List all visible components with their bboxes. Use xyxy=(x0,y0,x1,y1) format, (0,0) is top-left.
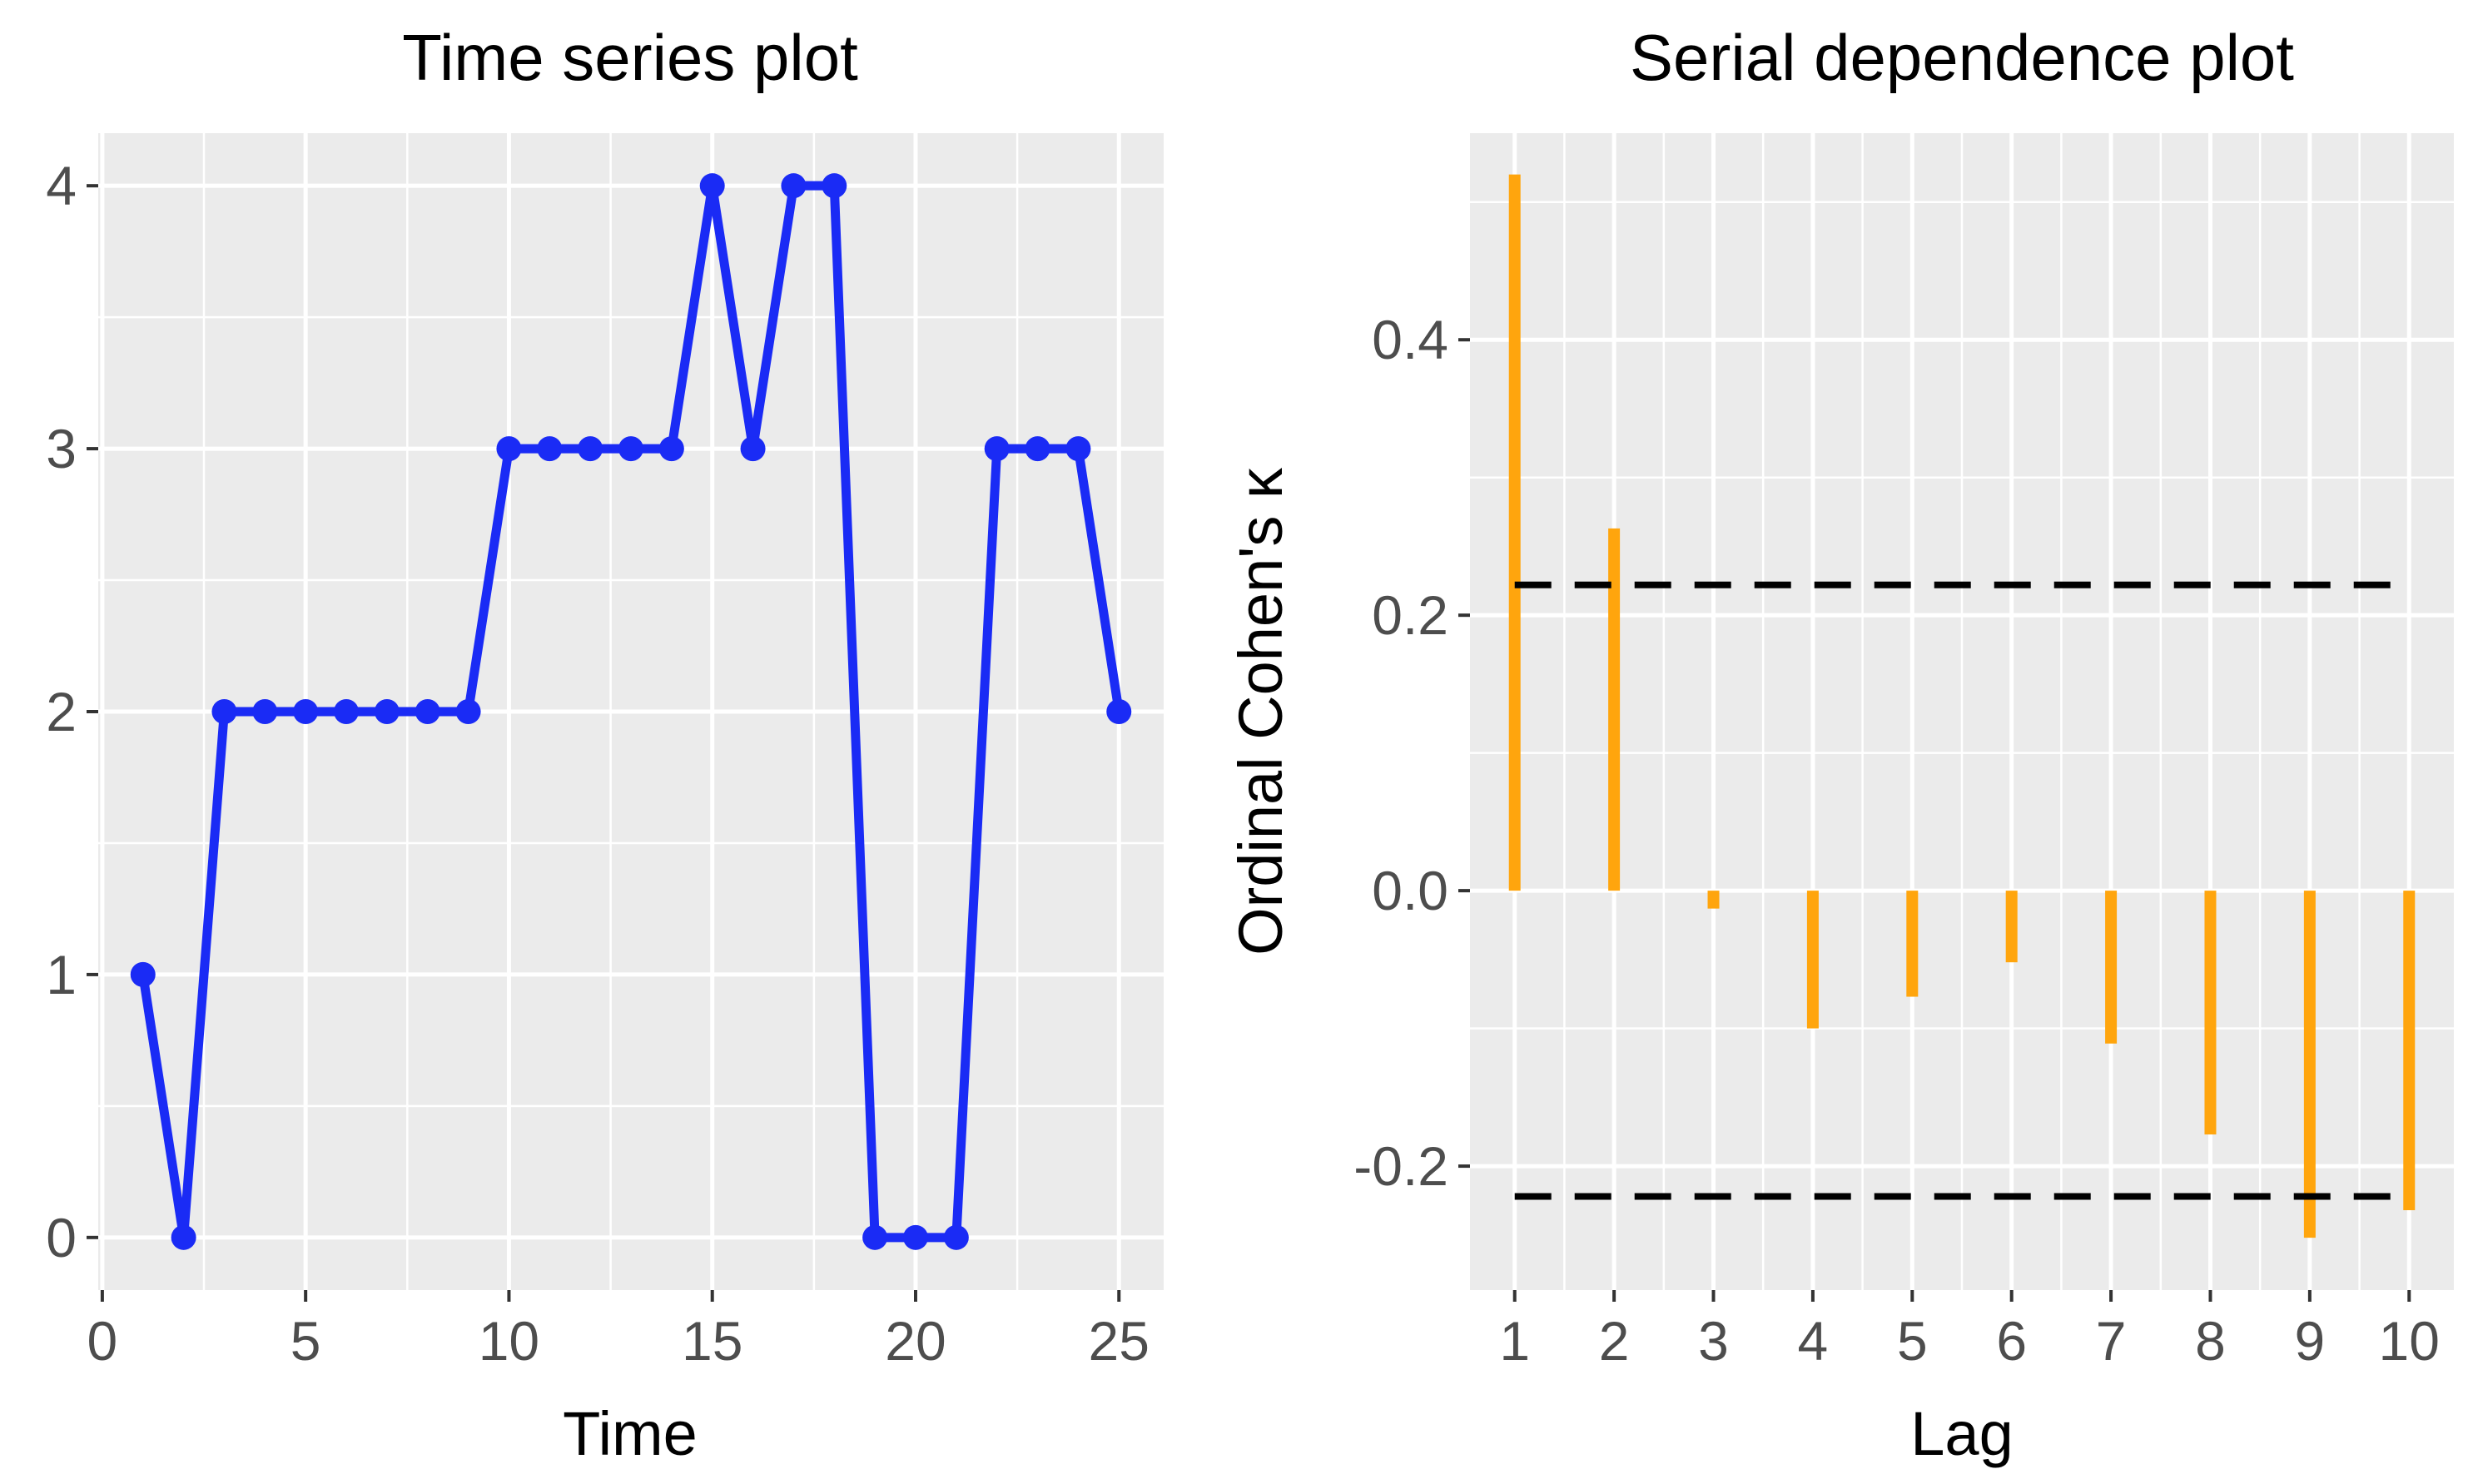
sd-bar xyxy=(2105,891,2118,1044)
sd-y-tick-label: 0.0 xyxy=(1372,860,1448,921)
sd-x-tick-label: 10 xyxy=(2379,1310,2440,1372)
ts-x-tick-label: 5 xyxy=(290,1310,321,1372)
ts-point xyxy=(374,699,400,724)
ts-x-tick-label: 25 xyxy=(1089,1310,1150,1372)
ts-point xyxy=(902,1224,928,1250)
ts-point xyxy=(984,436,1010,462)
ts-y-tick-label: 2 xyxy=(46,681,77,742)
sd-x-tick-label: 1 xyxy=(1499,1310,1530,1372)
ts-point xyxy=(334,699,360,724)
ts-point xyxy=(943,1224,969,1250)
ts-point xyxy=(578,436,603,462)
sd-x-tick-label: 2 xyxy=(1599,1310,1630,1372)
sd-bar xyxy=(1608,528,1621,891)
sd-bar xyxy=(2005,891,2018,963)
ts-point xyxy=(537,436,563,462)
ts-point xyxy=(1106,699,1132,724)
ts-point xyxy=(415,699,440,724)
sd-x-tick-label: 4 xyxy=(1798,1310,1829,1372)
ts-point xyxy=(171,1224,196,1250)
ts-point xyxy=(293,699,319,724)
ts-point xyxy=(455,699,481,724)
sd-x-tick-label: 5 xyxy=(1897,1310,1928,1372)
ts-point xyxy=(781,173,807,199)
sd-x-tick-label: 8 xyxy=(2195,1310,2226,1372)
ts-point xyxy=(862,1224,888,1250)
sd-bar xyxy=(1508,174,1521,891)
ts-point xyxy=(658,436,684,462)
ts-x-tick-label: 0 xyxy=(87,1310,118,1372)
sd-bar xyxy=(2303,891,2316,1238)
ts-y-tick-label: 3 xyxy=(46,418,77,479)
ts-y-tick-label: 4 xyxy=(46,155,77,216)
ts-point xyxy=(740,436,766,462)
time-series-marks xyxy=(130,173,1132,1250)
sd-x-tick-label: 3 xyxy=(1698,1310,1729,1372)
ts-x-tick-label: 20 xyxy=(885,1310,946,1372)
serial-dependence-x-axis: 1 2 3 4 5 6 7 8 9 10 xyxy=(1499,1290,2440,1372)
sd-x-tick-label: 6 xyxy=(1996,1310,2027,1372)
sd-y-tick-label: 0.2 xyxy=(1372,584,1448,646)
ts-x-tick-label: 15 xyxy=(682,1310,742,1372)
ts-y-tick-label: 0 xyxy=(46,1207,77,1268)
sd-y-tick-label: 0.4 xyxy=(1372,309,1448,370)
time-series-x-label: Time xyxy=(563,1399,698,1468)
sd-bar xyxy=(2204,891,2217,1135)
ts-point xyxy=(699,173,725,199)
ts-point xyxy=(496,436,522,462)
serial-dependence-y-axis: -0.2 0.0 0.2 0.4 xyxy=(1353,309,1470,1197)
serial-dependence-title: Serial dependence plot xyxy=(1630,21,2294,94)
ts-point xyxy=(252,699,278,724)
ts-point xyxy=(1065,436,1091,462)
serial-dependence-y-label: Ordinal Cohen's κ xyxy=(1226,467,1295,955)
serial-dependence-marks xyxy=(1508,174,2416,1238)
sd-x-tick-label: 9 xyxy=(2295,1310,2326,1372)
ts-point xyxy=(130,961,156,987)
sd-y-tick-label: -0.2 xyxy=(1353,1135,1448,1197)
time-series-title: Time series plot xyxy=(402,21,858,94)
ts-point xyxy=(1025,436,1050,462)
sd-bar xyxy=(1707,891,1720,909)
time-series-y-axis: 0 1 2 3 4 xyxy=(46,155,98,1268)
ts-x-tick-label: 10 xyxy=(479,1310,539,1372)
serial-dependence-panel: Serial dependence plot -0.2 0.0 0.2 0.4 1 2 3… xyxy=(1226,21,2454,1468)
sd-bar xyxy=(1906,891,1919,997)
time-series-panel: Time series plot 0 1 2 3 4 0 5 10 15 20 25 Time xyxy=(46,21,1164,1468)
sd-bar xyxy=(1806,891,1819,1029)
sd-bar xyxy=(2403,891,2416,1211)
time-series-x-axis: 0 5 10 15 20 25 xyxy=(87,1290,1150,1372)
serial-dependence-x-label: Lag xyxy=(1910,1399,2013,1468)
ts-point xyxy=(618,436,643,462)
ts-point xyxy=(211,699,237,724)
ts-y-tick-label: 1 xyxy=(46,944,77,1005)
ts-point xyxy=(822,173,847,199)
sd-x-tick-label: 7 xyxy=(2096,1310,2127,1372)
